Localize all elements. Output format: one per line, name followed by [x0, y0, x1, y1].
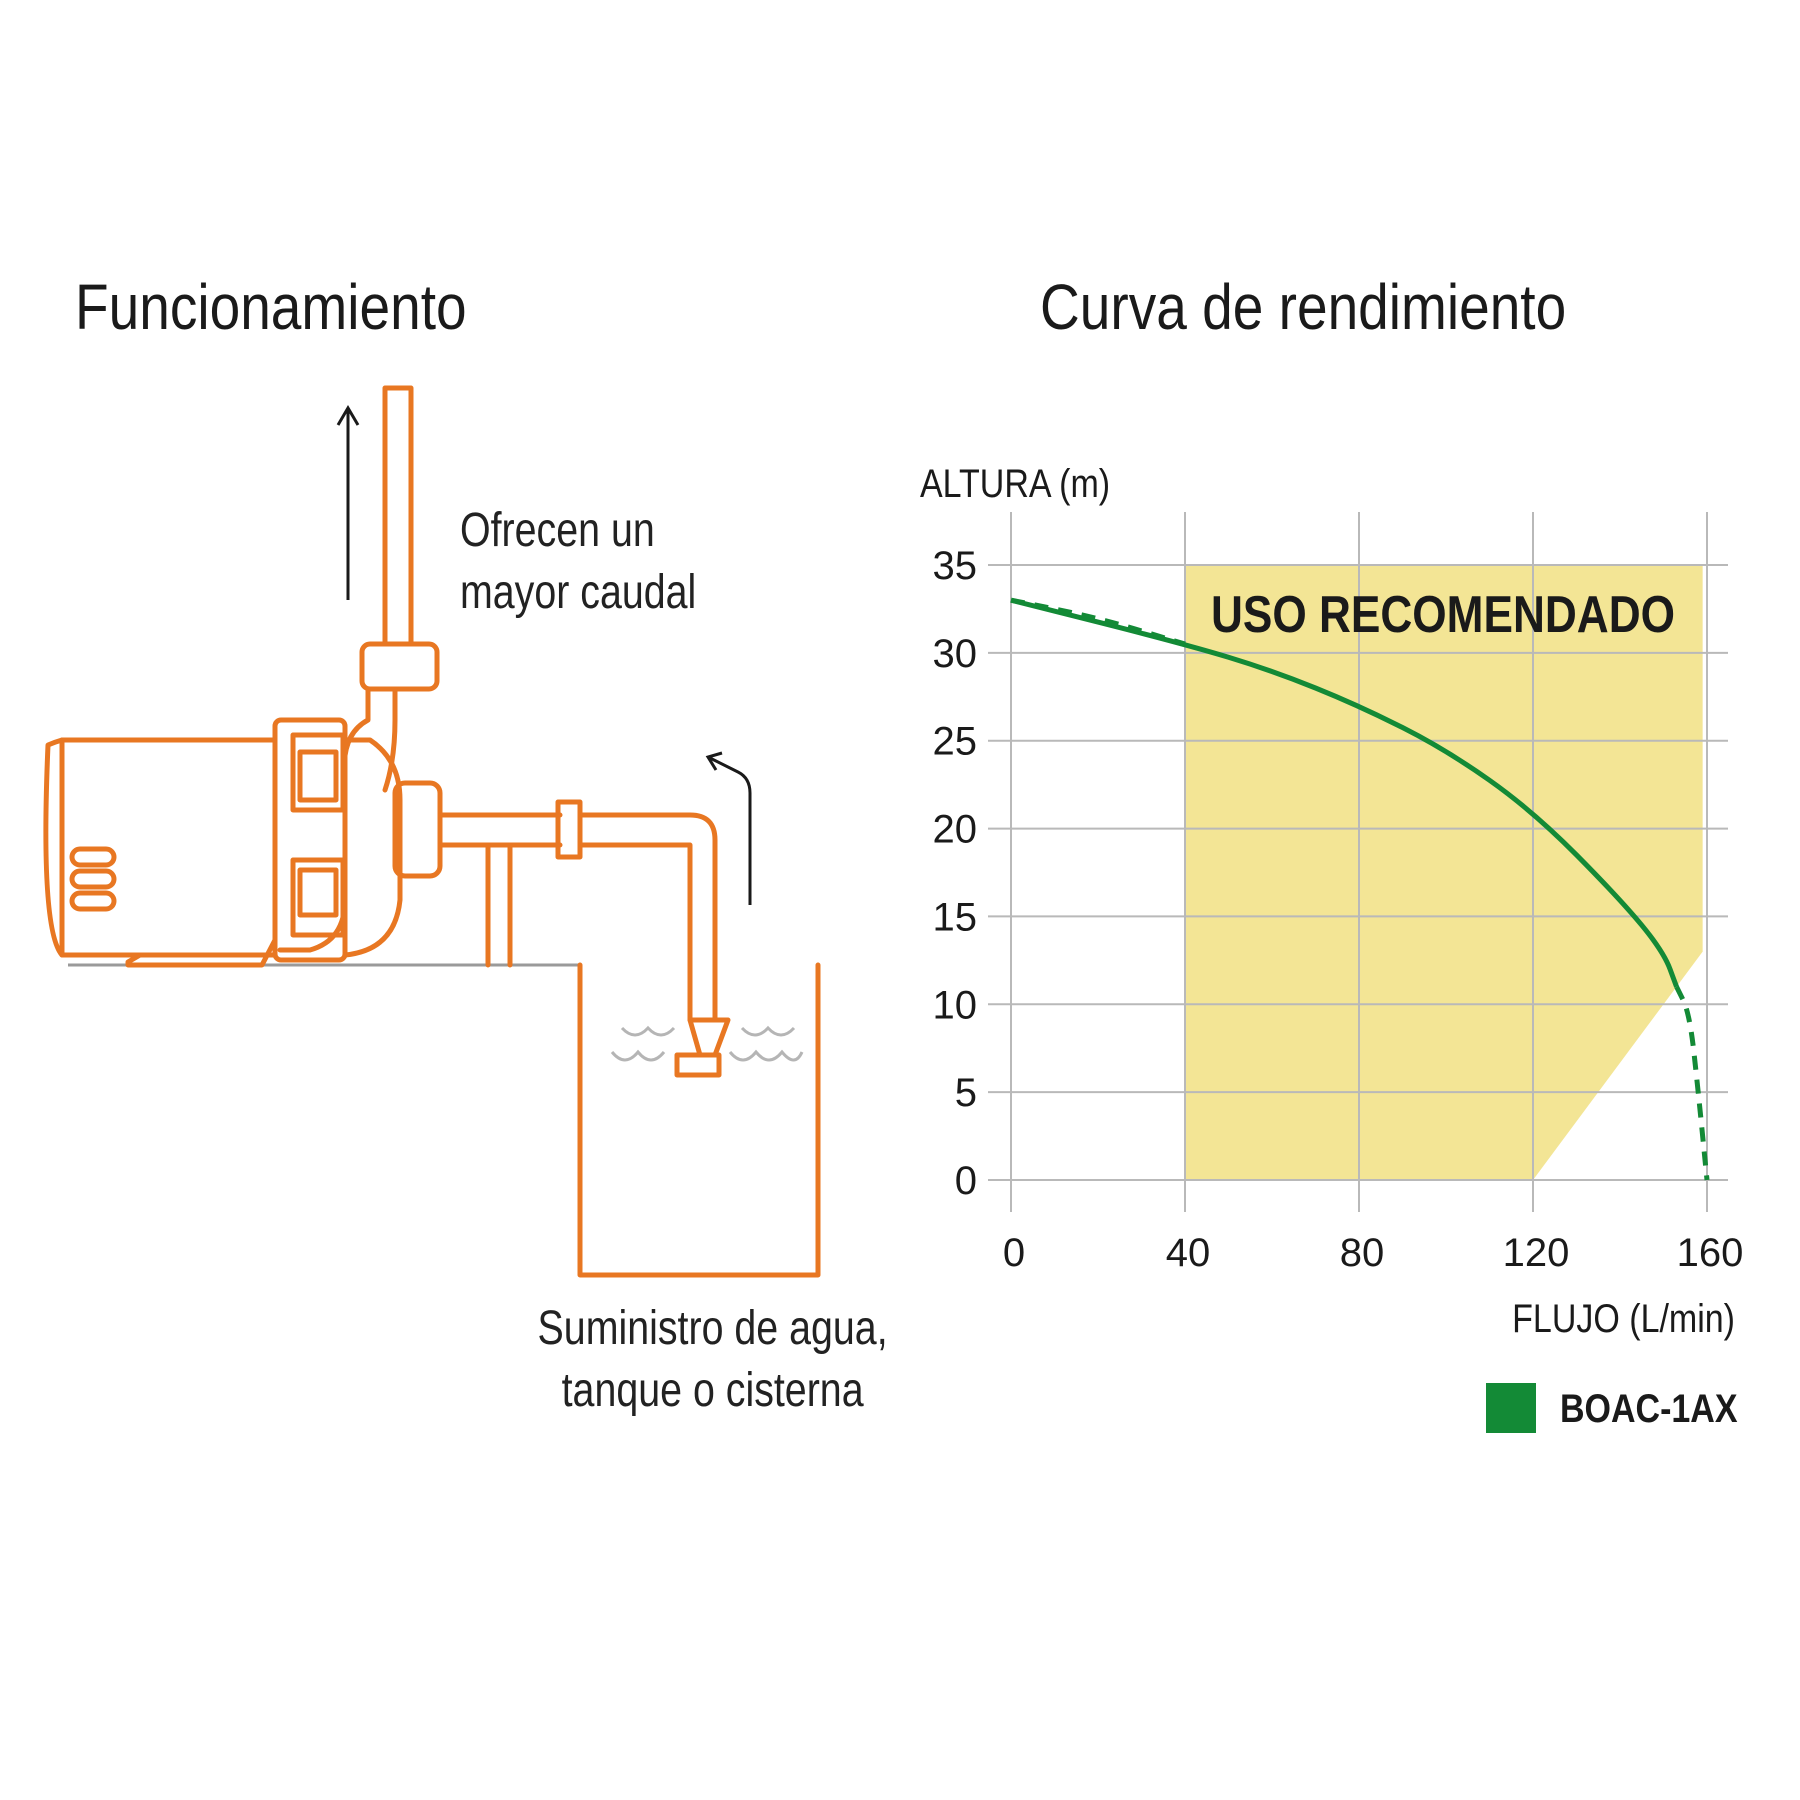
functioning-title: Funcionamiento	[75, 271, 467, 343]
pump-housing	[342, 737, 403, 958]
recommended-use-label: USO RECOMENDADO	[1211, 586, 1675, 644]
legend-label-boac-1ax: BOAC-1AX	[1560, 1385, 1738, 1430]
flow-caption: Ofrecen un mayor caudal	[460, 500, 788, 624]
flow-caption-line-2: mayor caudal	[460, 566, 697, 619]
water-tank	[577, 962, 821, 1278]
suction-pipe	[577, 812, 718, 1023]
series-extrapolation-end	[1674, 985, 1710, 1181]
x-tick-label-0: 0	[1003, 1231, 1025, 1275]
legend-swatch-boac-1ax	[1486, 1383, 1536, 1433]
x-tick-label-120: 120	[1503, 1231, 1570, 1275]
suction-inlet	[392, 780, 443, 879]
motor-vent-3	[69, 890, 117, 912]
y-axis-ticks: 0 5 10 15 20 25 30 35	[933, 544, 978, 1203]
y-tick-label-25: 25	[933, 720, 978, 764]
supply-caption-line-1: Suministro de agua,	[537, 1302, 888, 1355]
y-tick-label-0: 0	[955, 1159, 977, 1203]
y-tick-label-15: 15	[933, 895, 978, 939]
flow-up-arrow	[336, 405, 360, 600]
supply-caption-line-2: tanque o cisterna	[561, 1364, 864, 1417]
performance-curve-title: Curva de rendimiento	[1040, 271, 1567, 343]
y-tick-label-5: 5	[955, 1071, 977, 1115]
foot-valve-base	[674, 1052, 722, 1078]
x-tick-label-80: 80	[1340, 1231, 1385, 1275]
x-tick-label-160: 160	[1677, 1231, 1744, 1275]
y-axis-label: ALTURA (m)	[920, 460, 1110, 505]
recommended-use-zone	[1185, 565, 1703, 1180]
x-axis-label: FLUJO (L/min)	[1512, 1295, 1735, 1340]
motor-vent-1	[69, 846, 117, 868]
flow-caption-line-1: Ofrecen un	[460, 504, 655, 557]
motor-vent-2	[69, 868, 117, 890]
support-leg	[485, 842, 513, 968]
motor-body	[43, 737, 278, 958]
water-waves	[610, 1025, 804, 1062]
pump-flange	[272, 717, 348, 963]
x-tick-label-40: 40	[1166, 1231, 1211, 1275]
pipe-union	[555, 799, 583, 860]
pump-neck	[382, 686, 398, 793]
x-axis-ticks: 0 40 80 120 160	[1003, 1231, 1744, 1275]
series-extrapolation-start	[1010, 597, 1186, 647]
supply-caption: Suministro de agua, tanque o cisterna	[483, 1298, 942, 1422]
y-tick-label-20: 20	[933, 808, 978, 852]
suction-arrow	[705, 751, 752, 905]
y-tick-label-10: 10	[933, 983, 978, 1027]
discharge-coupling	[359, 641, 440, 692]
chart-grid	[988, 512, 1728, 1212]
y-tick-label-30: 30	[933, 632, 978, 676]
y-tick-label-35: 35	[933, 544, 978, 588]
